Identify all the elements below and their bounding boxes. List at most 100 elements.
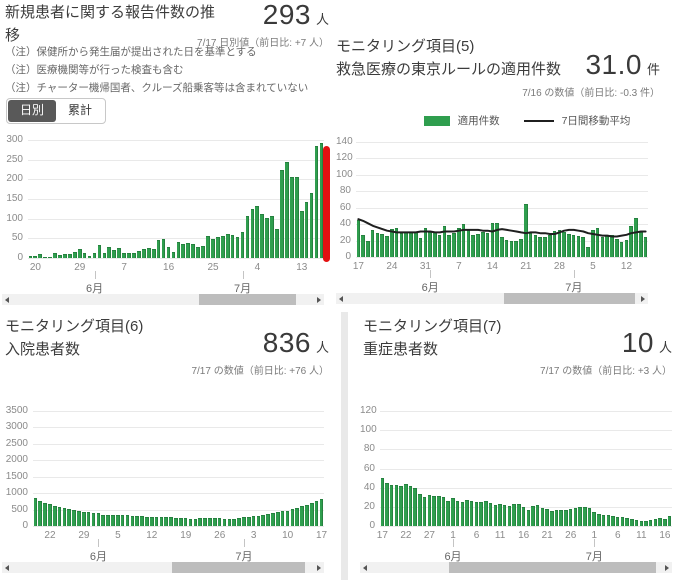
bar[interactable] [509, 241, 514, 257]
bar[interactable] [309, 193, 314, 258]
bar[interactable] [512, 503, 516, 526]
bar[interactable] [237, 518, 241, 526]
scrollbar[interactable] [360, 562, 672, 573]
scroll-left-arrow-icon[interactable] [339, 295, 343, 302]
bar[interactable] [479, 502, 483, 526]
bar[interactable] [211, 239, 215, 258]
bar[interactable] [275, 228, 279, 258]
bar[interactable] [385, 482, 389, 526]
bar[interactable] [294, 176, 299, 258]
bar[interactable] [583, 506, 587, 526]
bar[interactable] [600, 237, 605, 257]
bar[interactable] [186, 242, 191, 258]
bar[interactable] [314, 145, 319, 258]
bar[interactable] [132, 253, 136, 258]
bar[interactable] [285, 510, 290, 526]
bar[interactable] [130, 515, 135, 526]
bar[interactable] [356, 220, 361, 257]
bar[interactable] [663, 519, 667, 526]
bar[interactable] [261, 514, 266, 526]
bar[interactable] [57, 507, 62, 526]
bar[interactable] [667, 516, 672, 526]
bar[interactable] [418, 238, 423, 257]
bar[interactable] [230, 235, 235, 258]
bar[interactable] [452, 233, 456, 257]
bar[interactable] [624, 239, 629, 257]
bar[interactable] [550, 510, 554, 526]
bar[interactable] [309, 503, 314, 526]
bar[interactable] [601, 514, 606, 526]
bar[interactable] [614, 238, 619, 257]
bar[interactable] [120, 515, 125, 526]
bar[interactable] [573, 507, 578, 526]
bar[interactable] [504, 239, 509, 257]
bar[interactable] [471, 234, 475, 257]
scroll-right-arrow-icon[interactable] [317, 564, 321, 571]
bar[interactable] [72, 510, 76, 526]
bar[interactable] [196, 246, 200, 258]
bar[interactable] [159, 517, 164, 526]
bar[interactable] [361, 234, 365, 257]
bar[interactable] [418, 494, 422, 526]
bar[interactable] [442, 225, 447, 257]
bar[interactable] [125, 515, 130, 526]
bar[interactable] [220, 235, 225, 258]
bar[interactable] [423, 228, 428, 257]
bar[interactable] [53, 252, 57, 258]
bar[interactable] [370, 229, 375, 257]
bar[interactable] [638, 232, 643, 257]
bar[interactable] [648, 520, 653, 526]
bar[interactable] [533, 234, 538, 257]
scroll-left-arrow-icon[interactable] [363, 564, 367, 571]
bar[interactable] [28, 256, 33, 258]
bar[interactable] [161, 239, 166, 258]
bar[interactable] [86, 512, 91, 526]
bar[interactable] [242, 517, 246, 526]
bar[interactable] [409, 232, 413, 257]
scrollbar[interactable] [2, 562, 324, 573]
bar[interactable] [446, 501, 450, 526]
bar[interactable] [203, 518, 207, 526]
bar[interactable] [432, 496, 436, 526]
bar[interactable] [394, 484, 399, 526]
bar[interactable] [519, 238, 523, 257]
bar[interactable] [169, 517, 173, 526]
bar[interactable] [469, 501, 474, 526]
bar[interactable] [595, 228, 600, 257]
bar[interactable] [250, 209, 255, 258]
bar[interactable] [634, 520, 639, 526]
bar[interactable] [597, 513, 601, 526]
bar[interactable] [77, 249, 82, 258]
bar[interactable] [634, 218, 638, 257]
bar[interactable] [48, 256, 52, 258]
bar[interactable] [474, 502, 479, 526]
bar[interactable] [507, 505, 512, 526]
bar[interactable] [460, 502, 465, 526]
bar[interactable] [441, 497, 446, 526]
bar[interactable] [404, 483, 408, 526]
bar[interactable] [314, 501, 319, 526]
bar[interactable] [137, 250, 141, 258]
bar[interactable] [52, 505, 57, 526]
bar[interactable] [493, 504, 498, 526]
scroll-left-arrow-icon[interactable] [5, 296, 9, 303]
bar[interactable] [538, 237, 542, 257]
bar[interactable] [625, 518, 629, 526]
bar[interactable] [174, 517, 178, 526]
bar[interactable] [96, 513, 101, 526]
bar[interactable] [578, 506, 582, 526]
bar[interactable] [653, 519, 658, 526]
bar[interactable] [619, 242, 624, 257]
bar[interactable] [206, 236, 210, 258]
bar[interactable] [559, 509, 563, 526]
bar[interactable] [141, 249, 146, 258]
scrollbar-thumb[interactable] [448, 562, 657, 573]
bar[interactable] [215, 236, 220, 258]
bar[interactable] [48, 504, 52, 526]
bar[interactable] [38, 500, 42, 526]
bar[interactable] [246, 516, 251, 526]
bar[interactable] [179, 517, 183, 526]
bar[interactable] [156, 239, 161, 258]
bar[interactable] [567, 234, 571, 257]
bar[interactable] [33, 498, 38, 526]
